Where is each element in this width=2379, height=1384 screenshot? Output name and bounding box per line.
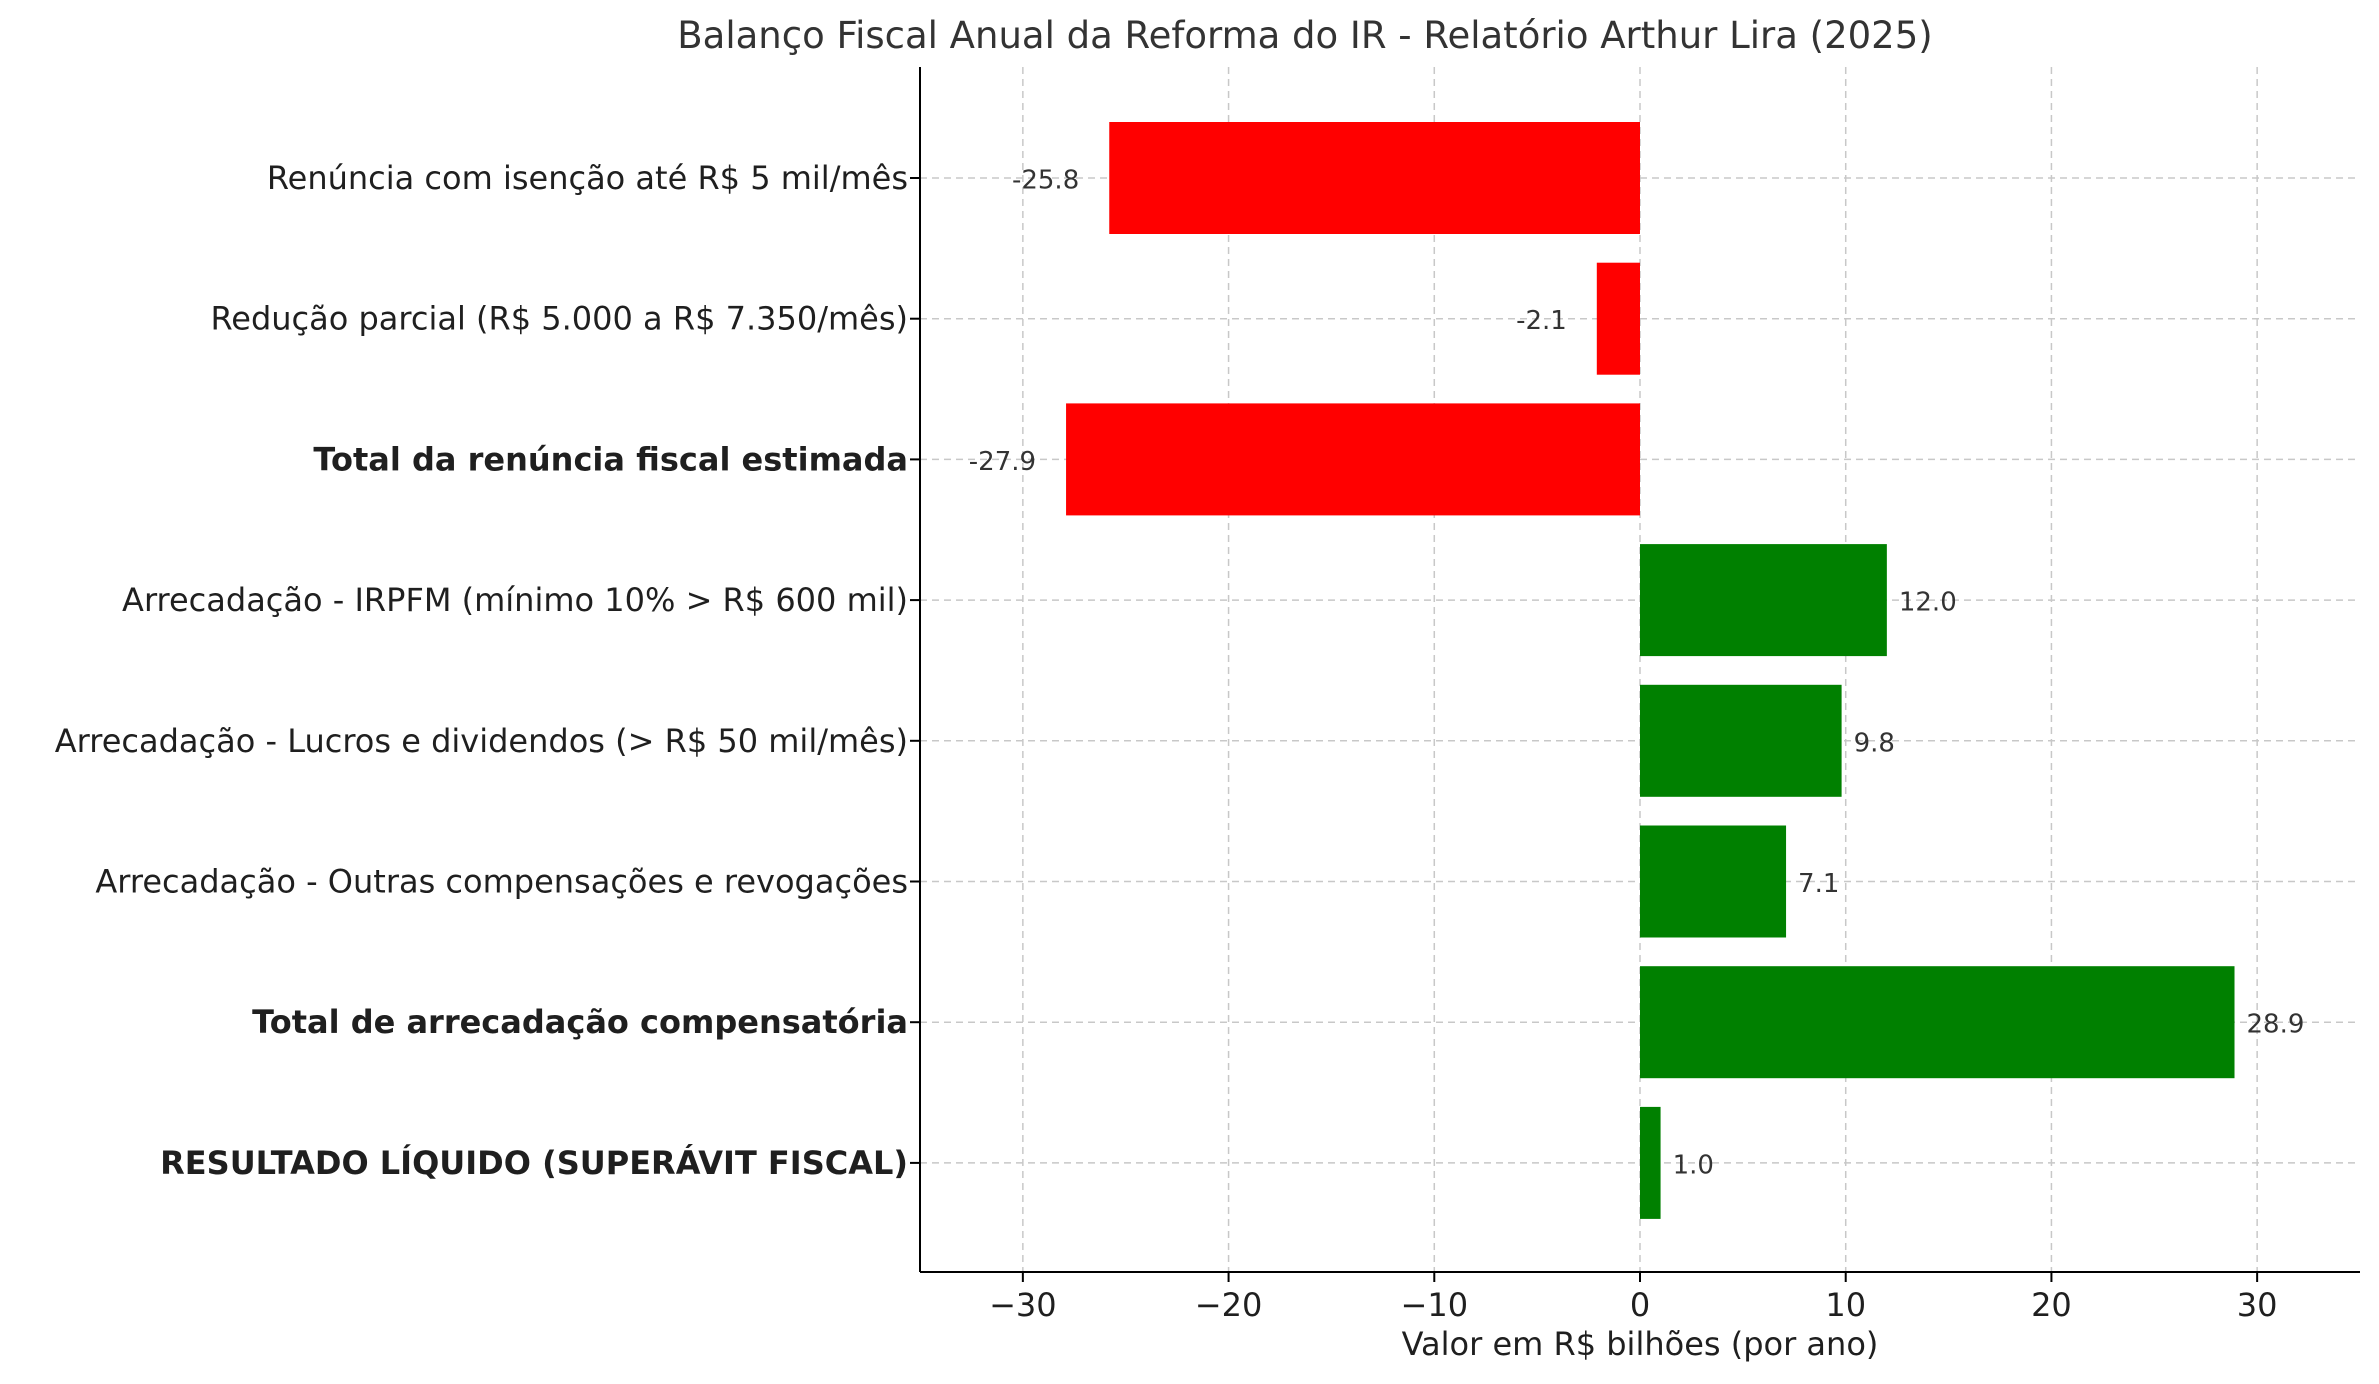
ticks: −30 −20 −10 0 10 20 30 Renúncia com isenção até… [55,159,2278,1324]
x-tick-label: −20 [1195,1286,1263,1324]
data-label: -2.1 [1516,306,1567,336]
x-tick-label: −10 [1401,1286,1469,1324]
y-tick-label: Arrecadação - IRPFM (mínimo 10% > R$ 600… [122,581,908,619]
x-tick-label: 0 [1630,1286,1650,1324]
y-tick-label: Arrecadação - Lucros e dividendos (> R$ … [55,722,908,760]
x-axis-label: Valor em R$ bilhões (por ano) [1402,1325,1879,1363]
y-tick-label: Renúncia com isenção até R$ 5 mil/mês [267,159,908,197]
bar [1109,122,1640,234]
data-label: 7.1 [1798,869,1839,899]
bar [1640,825,1787,938]
y-tick-label: Total de arrecadação compensatória [252,1003,908,1041]
data-label: 28.9 [2247,1010,2305,1040]
x-tick-label: 10 [1825,1286,1866,1324]
y-tick-label: Total da renúncia fiscal estimada [313,440,908,478]
data-label: 9.8 [1854,728,1895,758]
data-label: -27.9 [969,447,1036,477]
x-tick-label: −30 [989,1286,1057,1324]
data-label: -25.8 [1012,166,1079,196]
x-tick-label: 20 [2031,1286,2072,1324]
data-label: 12.0 [1899,588,1957,618]
bar [1640,544,1887,657]
bar [1640,1106,1661,1219]
y-tick-label: Redução parcial (R$ 5.000 a R$ 7.350/mês… [210,300,908,338]
chart-title: Balanço Fiscal Anual da Reforma do IR - … [677,14,1932,57]
bar [1640,684,1842,797]
bar [1640,966,2235,1079]
data-label: 1.0 [1673,1150,1714,1180]
bars [1066,122,2235,1219]
y-tick-label: RESULTADO LÍQUIDO (SUPERÁVIT FISCAL) [160,1144,908,1182]
value-labels: -25.8 -2.1 -27.9 12.0 9.8 7.1 28.9 1.0 [969,166,2305,1181]
bar [1596,262,1640,375]
x-tick-label: 30 [2237,1286,2278,1324]
bar [1066,403,1640,516]
y-tick-label: Arrecadação - Outras compensações e revo… [95,863,908,901]
